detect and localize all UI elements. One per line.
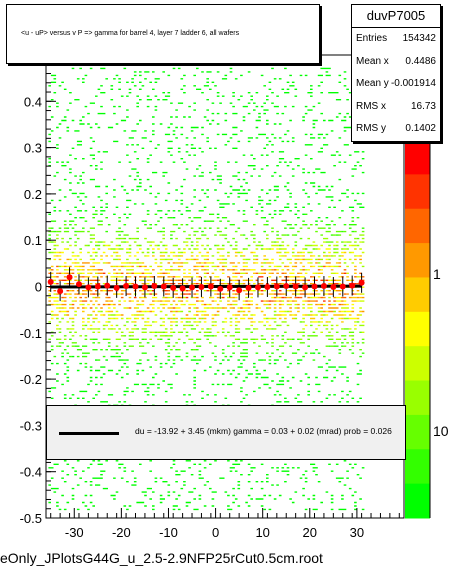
palette-segment	[405, 311, 430, 347]
stats-row: Entries 154342	[352, 28, 440, 51]
profile-point	[75, 281, 82, 288]
profile-point	[179, 285, 186, 292]
stats-name: duvP7005	[352, 5, 440, 28]
x-tick-label: 30	[350, 525, 364, 540]
profile-point	[47, 278, 54, 285]
stats-label: RMS y	[356, 123, 386, 134]
x-tick-label: 0	[212, 525, 219, 540]
title-box: <u - uP> versus v P => gamma for barrel …	[6, 4, 320, 64]
profile-point	[236, 287, 243, 294]
y-tick-label: -0.5	[20, 511, 42, 526]
profile-point	[207, 283, 214, 290]
palette-segment	[405, 243, 430, 278]
palette-segment	[405, 277, 430, 313]
heatmap-cell-group	[48, 234, 365, 340]
stats-value: 16.73	[410, 100, 436, 112]
y-tick-label: 0.3	[24, 141, 42, 156]
stats-label: Mean y	[356, 78, 389, 89]
axes: -30 -20 -10 0 10 20 30 -0.5 -0.4 -0.3 -0.2 -0.1 0 0.1…	[20, 63, 400, 540]
x-tick-label: 20	[303, 525, 317, 540]
heatmap-cell-group	[48, 272, 362, 302]
profile-point	[94, 283, 101, 290]
legend-text: du = -13.92 + 3.45 (mkm) gamma = 0.03 + …	[135, 426, 392, 436]
stats-value: 154342	[402, 33, 436, 44]
stats-value: -0.001914	[390, 78, 436, 89]
heatmap-cell-group	[48, 265, 365, 309]
x-tick-label: -20	[112, 525, 131, 540]
profile-point	[104, 282, 111, 289]
stats-row: RMS x 16.73	[352, 96, 440, 119]
stats-box: duvP7005 Entries 154342 Mean x 0.4486 Mean…	[351, 4, 441, 142]
z-tick-label: 10	[433, 423, 449, 439]
stats-label: RMS x	[356, 100, 386, 112]
legend-line-sample	[59, 432, 119, 435]
profile-point	[170, 284, 177, 291]
z-tick-label: 1	[433, 266, 441, 282]
profile-point	[113, 284, 120, 291]
profile-point	[320, 283, 327, 290]
profile-point	[358, 279, 365, 286]
palette-segment	[405, 346, 430, 382]
profile-point	[349, 282, 356, 289]
stats-row: Mean x 0.4486	[352, 51, 440, 74]
profile-point	[198, 283, 205, 290]
palette-segment	[405, 483, 430, 519]
profile-point	[226, 284, 233, 291]
y-tick-label: 0.1	[24, 233, 42, 248]
profile-point	[245, 284, 252, 291]
profile-point	[283, 283, 290, 290]
palette-segment	[405, 380, 430, 416]
profile-point	[132, 283, 139, 290]
profile-point	[273, 283, 280, 290]
palette-segment	[405, 449, 430, 485]
y-tick-label: -0.4	[20, 465, 42, 480]
plot-title: <u - uP> versus v P => gamma for barrel …	[21, 30, 240, 37]
fit-layer	[50, 284, 362, 289]
profile-point	[254, 284, 261, 291]
palette-segment	[405, 414, 430, 450]
y-tick-label: 0.2	[24, 187, 42, 202]
stats-label: Mean x	[356, 55, 389, 67]
color-palette: 1 10	[405, 140, 449, 519]
profile-points	[47, 267, 365, 302]
profile-point	[330, 283, 337, 290]
x-tick-label: -30	[65, 525, 84, 540]
stats-value: 0.1402	[405, 123, 436, 134]
profile-point	[217, 285, 224, 292]
x-tick-label: 10	[255, 525, 269, 540]
profile-point	[123, 283, 130, 290]
profile-point	[57, 288, 64, 295]
y-tick-label: 0	[35, 280, 42, 295]
stats-row: Mean y -0.001914	[352, 73, 440, 96]
profile-point	[160, 283, 167, 290]
profile-point	[339, 283, 346, 290]
profile-point	[292, 283, 299, 290]
profile-point	[311, 283, 318, 290]
profile-point	[85, 284, 92, 291]
file-name: eOnly_JPlotsG44G_u_2.5-2.9NFP25rCut0.5cm…	[0, 550, 323, 566]
y-tick-label: 0.4	[24, 94, 42, 109]
profile-point	[189, 284, 196, 291]
stats-row: RMS y 0.1402	[352, 118, 440, 141]
profile-point	[141, 284, 148, 291]
stats-value: 0.4486	[405, 55, 436, 67]
profile-point	[302, 284, 309, 291]
y-tick-label: -0.1	[20, 326, 42, 341]
stats-label: Entries	[356, 33, 388, 44]
fit-line	[50, 284, 362, 289]
y-tick-label: -0.3	[20, 418, 42, 433]
x-tick-label: -10	[159, 525, 178, 540]
fit-legend: du = -13.92 + 3.45 (mkm) gamma = 0.03 + …	[46, 405, 406, 460]
profile-point	[66, 274, 73, 281]
profile-point	[264, 283, 271, 290]
palette-segment	[405, 208, 430, 244]
palette-segment	[405, 140, 430, 175]
y-tick-label: -0.2	[20, 372, 42, 387]
profile-point	[151, 283, 158, 290]
palette-segment	[405, 174, 430, 210]
